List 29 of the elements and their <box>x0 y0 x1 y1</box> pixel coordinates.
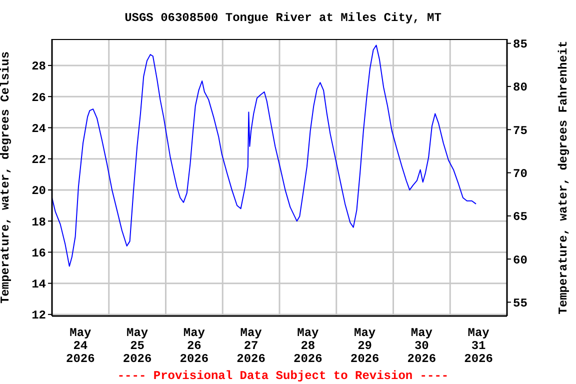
y2-axis-title: Temperature, water, degrees Fahrenheit <box>556 40 570 314</box>
y-tick-label: 14 <box>32 278 46 292</box>
x-tick-label: May 28 2026 <box>294 326 322 366</box>
y2-tick-label: 65 <box>513 210 528 224</box>
line-series <box>52 44 476 267</box>
x-tick-label: May 30 2026 <box>407 326 436 366</box>
y2-tick-label: 60 <box>513 253 528 268</box>
y-tick-label: 28 <box>32 60 46 74</box>
y-tick-label: 24 <box>32 122 46 136</box>
y2-tick-label: 55 <box>513 296 528 310</box>
x-tick-label: May 27 2026 <box>236 326 266 366</box>
y-tick-label: 18 <box>32 215 46 230</box>
text: ---- Provisional Data Subject to Revision ---- <box>116 369 450 383</box>
y-axis-title: Temperature, water, degrees Celsius <box>0 51 12 304</box>
y-tick-label: 12 <box>32 308 46 323</box>
chart-title: USGS 06308500 Tongue River at Miles City, MT <box>124 11 442 25</box>
y-tick-label: 26 <box>32 90 46 105</box>
x-tick-label: May 31 2026 <box>464 326 493 366</box>
x-tick-label: May 25 2026 <box>122 326 152 366</box>
y2-tick-label: 75 <box>513 124 528 138</box>
y-tick-label: 16 <box>32 246 46 260</box>
x-tick-label: May 29 2026 <box>350 326 380 366</box>
y2-tick-label: 80 <box>513 80 528 95</box>
y-tick-label: 20 <box>32 184 46 198</box>
y-tick-label: 22 <box>32 153 46 168</box>
y2-tick-label: 85 <box>513 38 528 52</box>
x-tick-label: May 24 2026 <box>66 326 95 366</box>
x-tick-label: May 26 2026 <box>180 326 209 366</box>
y2-tick-label: 70 <box>513 167 528 182</box>
